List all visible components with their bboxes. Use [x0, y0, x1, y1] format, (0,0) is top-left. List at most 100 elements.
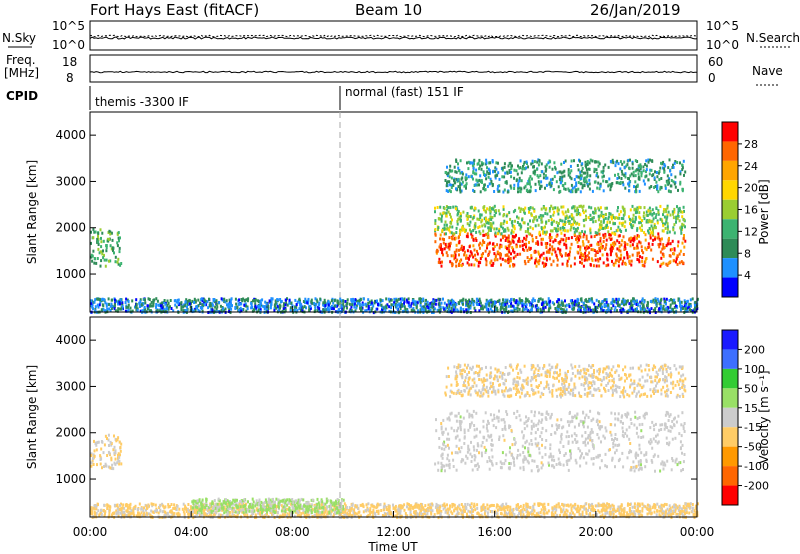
- heatmap-cell: [517, 184, 520, 188]
- heatmap-cell: [95, 261, 98, 265]
- heatmap-cell: [506, 226, 509, 230]
- heatmap-cell: [379, 298, 382, 302]
- heatmap-cell: [474, 222, 477, 226]
- heatmap-cell: [483, 183, 486, 187]
- heatmap-cell: [457, 236, 460, 240]
- heatmap-cell: [100, 457, 103, 461]
- heatmap-cell: [595, 160, 598, 164]
- heatmap-cell: [585, 218, 587, 221]
- heatmap-cell: [561, 226, 564, 229]
- heatmap-cell: [201, 309, 204, 313]
- heatmap-cell: [461, 180, 464, 184]
- heatmap-cell: [639, 216, 642, 220]
- heatmap-cell: [529, 206, 532, 210]
- heatmap-cell: [96, 303, 99, 307]
- heatmap-cell: [624, 172, 627, 176]
- heatmap-cell: [538, 259, 541, 262]
- heatmap-cell: [124, 309, 127, 313]
- heatmap-cell: [619, 160, 622, 164]
- heatmap-cell: [508, 299, 511, 303]
- power-data: [90, 158, 699, 315]
- heatmap-cell: [524, 300, 527, 304]
- heatmap-cell: [482, 503, 485, 507]
- heatmap-cell: [441, 237, 444, 241]
- colorbar-swatch: [722, 160, 738, 181]
- heatmap-cell: [614, 173, 616, 177]
- heatmap-cell: [631, 160, 634, 164]
- heatmap-cell: [666, 222, 669, 226]
- heatmap-cell: [656, 221, 659, 225]
- heatmap-cell: [491, 309, 494, 313]
- heatmap-cell: [504, 239, 507, 242]
- heatmap-cell: [527, 230, 529, 234]
- heatmap-cell: [478, 225, 481, 229]
- heatmap-cell: [157, 303, 160, 307]
- heatmap-cell: [647, 160, 650, 164]
- heatmap-cell: [493, 190, 496, 193]
- heatmap-cell: [604, 247, 607, 251]
- heatmap-cell: [697, 502, 699, 506]
- heatmap-cell: [632, 220, 634, 224]
- heatmap-cell: [509, 259, 512, 263]
- heatmap-cell: [544, 212, 547, 215]
- heatmap-cell: [478, 243, 481, 247]
- heatmap-cell: [662, 304, 665, 308]
- heatmap-cell: [438, 506, 441, 510]
- heatmap-cell: [546, 250, 549, 254]
- heatmap-cell: [460, 177, 463, 181]
- heatmap-cell: [531, 237, 534, 241]
- heatmap-cell: [607, 306, 610, 310]
- heatmap-cell: [451, 264, 454, 268]
- heatmap-cell: [643, 182, 646, 186]
- heatmap-cell: [503, 509, 506, 513]
- heatmap-cell: [522, 208, 525, 212]
- heatmap-cell: [530, 308, 533, 312]
- heatmap-cell: [649, 158, 651, 162]
- heatmap-cell: [527, 222, 530, 226]
- heatmap-cell: [448, 304, 451, 308]
- heatmap-cell: [559, 513, 562, 517]
- heatmap-cell: [510, 221, 513, 225]
- heatmap-cell: [665, 244, 668, 248]
- heatmap-cell: [569, 514, 572, 517]
- heatmap-cell: [520, 171, 523, 175]
- heatmap-cell: [508, 264, 511, 268]
- heatmap-cell: [535, 257, 538, 261]
- heatmap-cell: [100, 236, 102, 240]
- heatmap-cell: [183, 304, 186, 308]
- heatmap-cell: [213, 298, 216, 301]
- heatmap-cell: [597, 181, 600, 185]
- heatmap-cell: [403, 300, 406, 304]
- heatmap-cell: [307, 511, 310, 515]
- heatmap-cell: [459, 181, 462, 185]
- heatmap-cell: [461, 505, 464, 509]
- heatmap-cell: [513, 183, 516, 187]
- heatmap-cell: [220, 297, 223, 301]
- heatmap-cell: [540, 508, 543, 512]
- heatmap-cell: [209, 301, 212, 305]
- heatmap-cell: [538, 230, 541, 234]
- heatmap-cell: [446, 180, 449, 184]
- heatmap-cell: [652, 226, 655, 230]
- heatmap-cell: [650, 185, 653, 188]
- heatmap-cell: [463, 184, 466, 188]
- heatmap-cell: [219, 304, 222, 308]
- heatmap-cell: [611, 503, 614, 507]
- heatmap-cell: [90, 461, 93, 465]
- heatmap-cell: [560, 237, 563, 241]
- heatmap-cell: [621, 300, 624, 304]
- heatmap-cell: [432, 299, 435, 303]
- heatmap-cell: [647, 219, 650, 223]
- heatmap-cell: [579, 505, 582, 508]
- heatmap-cell: [341, 304, 344, 308]
- heatmap-cell: [324, 301, 327, 305]
- heatmap-cell: [604, 206, 607, 210]
- heatmap-cell: [519, 252, 522, 256]
- heatmap-cell: [271, 297, 274, 301]
- heatmap-cell: [402, 304, 405, 308]
- heatmap-cell: [470, 251, 473, 255]
- heatmap-cell: [539, 255, 542, 259]
- heatmap-cell: [671, 307, 674, 311]
- heatmap-cell: [300, 303, 303, 307]
- heatmap-cell: [261, 304, 264, 308]
